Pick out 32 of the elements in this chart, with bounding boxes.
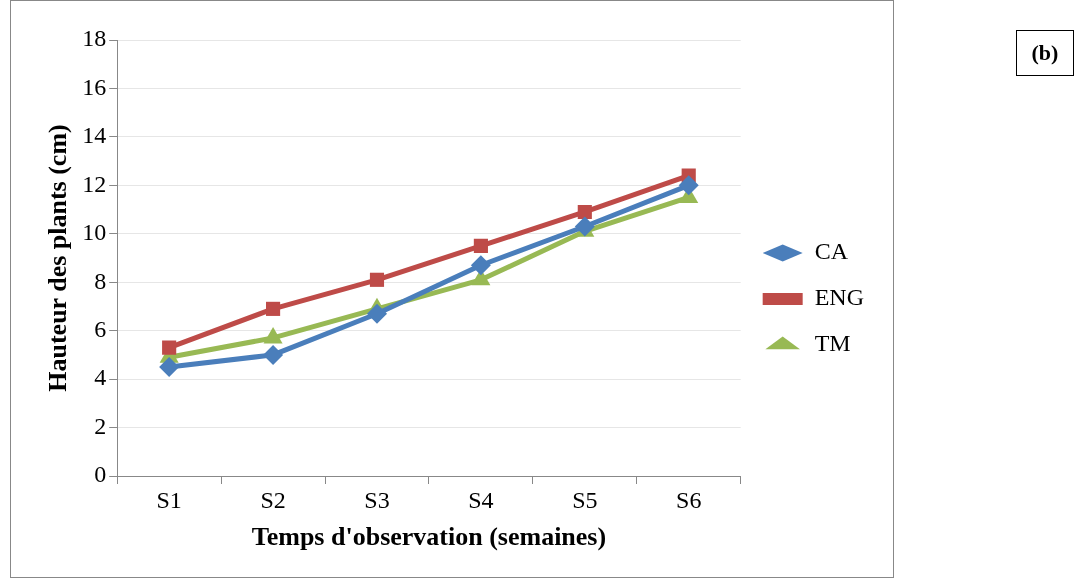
x-tick-label: S2 [260,486,286,513]
x-tick-label: S1 [156,486,182,513]
point [366,303,387,324]
text: (b) [1016,30,1074,76]
point [369,272,385,287]
y-tick-label: 2 [94,412,107,439]
legend-label: CA [814,238,849,265]
y-tick-label: 6 [94,315,107,342]
point [470,255,491,276]
x-tick-label: S6 [676,486,702,513]
legend-label: ENG [814,284,864,311]
point [263,344,284,365]
point [473,238,488,253]
point [162,340,177,355]
y-tick-label: 18 [82,25,107,52]
y-axis-title: Hauteur des plants (cm) [43,124,73,392]
legend-label: TM [814,330,851,357]
y-tick-label: 16 [82,73,107,100]
y-tick-label: 0 [94,461,107,488]
x-tick-label: S3 [364,486,390,513]
x-axis-title: Temps d'observation (semaines) [251,522,607,552]
y-tick-label: 4 [94,364,107,391]
point [266,301,281,316]
x-tick-label: S4 [468,486,494,513]
y-tick-label: 10 [82,219,107,246]
y-tick-label: 14 [82,122,107,149]
y-tick-label: 12 [82,170,107,197]
point [678,175,699,196]
point [577,204,592,220]
y-tick-label: 8 [94,267,107,294]
point [159,357,180,377]
x-tick-label: S5 [572,486,598,513]
